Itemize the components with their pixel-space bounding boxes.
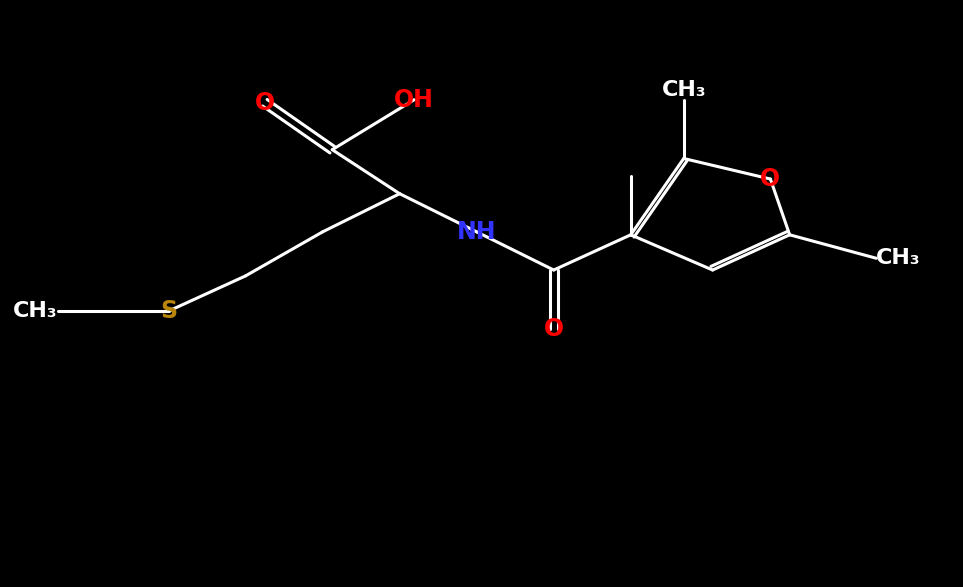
Text: CH₃: CH₃: [876, 248, 921, 268]
Text: CH₃: CH₃: [662, 80, 706, 100]
Text: O: O: [761, 167, 780, 191]
Text: CH₃: CH₃: [13, 301, 58, 321]
Text: O: O: [255, 91, 274, 114]
Text: NH: NH: [456, 220, 497, 244]
Text: O: O: [544, 317, 563, 340]
Text: OH: OH: [394, 88, 434, 112]
Text: S: S: [160, 299, 177, 323]
